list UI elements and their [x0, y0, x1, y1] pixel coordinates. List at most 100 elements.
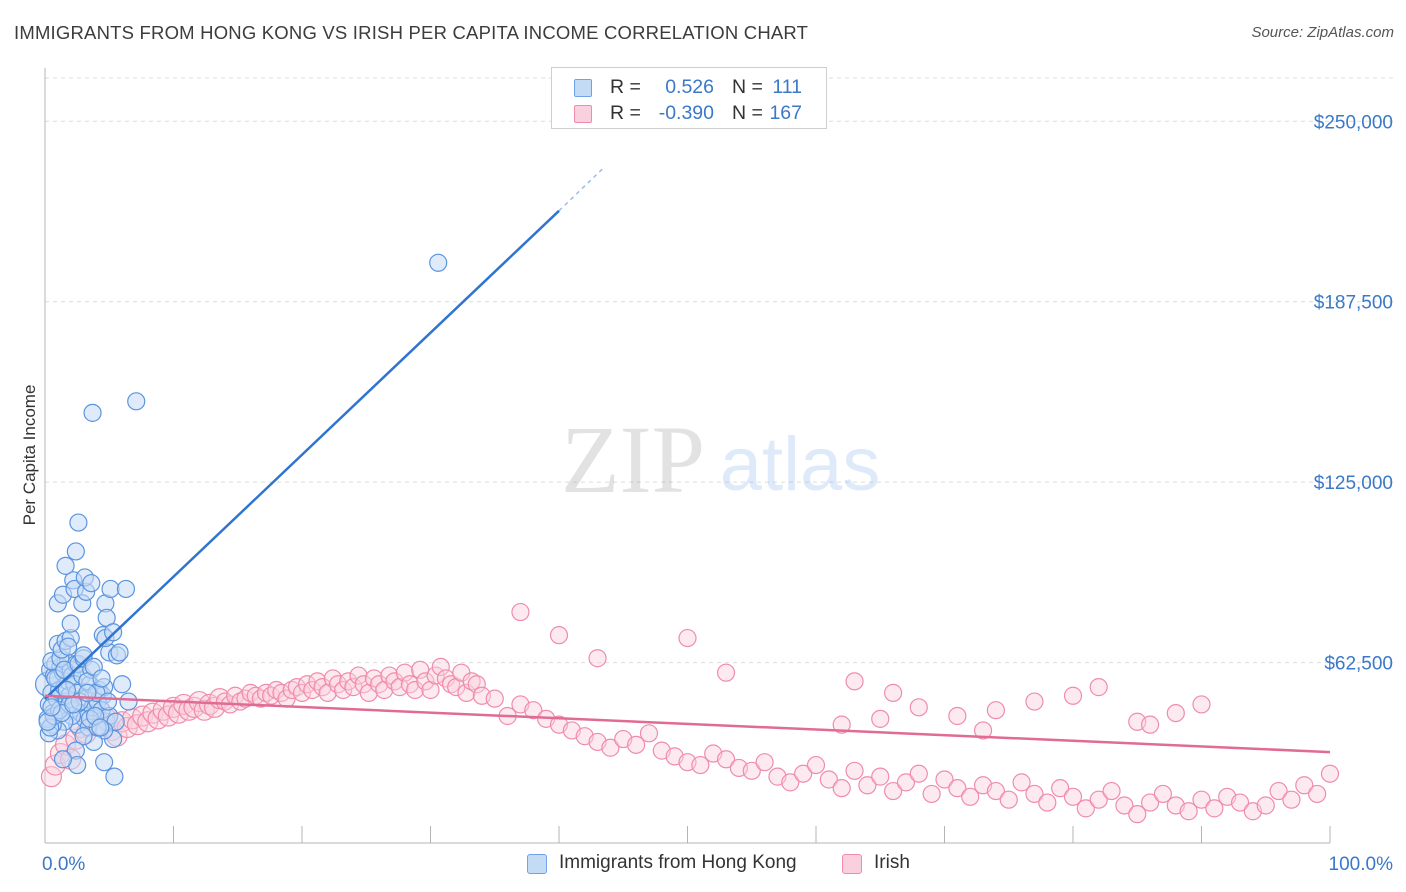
hong-kong-point [83, 403, 102, 422]
irish-point [236, 689, 255, 708]
irish-point [999, 790, 1018, 809]
irish-point [1051, 779, 1070, 798]
irish-point [1192, 790, 1211, 809]
hong-kong-point [61, 614, 80, 633]
irish-point [1205, 799, 1224, 818]
y-tick-label: $125,000 [1314, 473, 1393, 494]
irish-point [1089, 790, 1108, 809]
irish-point [1320, 764, 1340, 783]
bottom-legend-swatch-irish [842, 854, 862, 874]
irish-point [832, 715, 851, 734]
legend-r-label: R = [610, 102, 641, 124]
irish-point [909, 764, 928, 783]
legend-r-label: R = [610, 76, 641, 98]
irish-trend-line [44, 694, 1331, 754]
y-tick-label: $250,000 [1314, 112, 1393, 133]
irish-point [364, 669, 384, 688]
irish-point [601, 738, 620, 757]
y-tick-label: $62,500 [1324, 654, 1393, 675]
irish-point [390, 678, 409, 697]
hong-kong-point [95, 753, 114, 772]
irish-point [1308, 784, 1327, 804]
irish-point [845, 761, 864, 780]
irish-point [1063, 686, 1083, 705]
source-label: Source: ZipAtlas.com [1251, 24, 1394, 41]
x-tick-labels: 0.0% 100.0% [42, 854, 1393, 875]
irish-point [871, 767, 890, 786]
irish-point [1115, 796, 1134, 815]
irish-point [323, 669, 342, 688]
irish-point [251, 689, 270, 708]
irish-point [1295, 776, 1314, 795]
irish-point [819, 770, 838, 789]
watermark-zip: ZIP [561, 406, 705, 513]
irish-point [922, 784, 941, 804]
irish-point [588, 649, 607, 668]
irish-point [806, 755, 826, 775]
irish-point [973, 721, 993, 740]
hong-kong-point [66, 542, 85, 561]
irish-point [1179, 802, 1198, 821]
bottom-legend-label-hong-kong: Immigrants from Hong Kong [559, 852, 797, 873]
legend-r-value: -0.390 [658, 102, 714, 124]
legend-swatch-hong-kong [574, 79, 592, 97]
irish-point [781, 773, 800, 792]
irish-point [845, 672, 864, 691]
irish-point [303, 680, 322, 700]
irish-point [794, 764, 813, 783]
irish-point [1282, 790, 1301, 809]
irish-point [1012, 773, 1031, 792]
axes [44, 68, 1331, 844]
irish-point [462, 672, 481, 691]
y-tick-label: $187,500 [1314, 293, 1393, 314]
irish-point [298, 675, 317, 694]
irish-point [334, 680, 353, 700]
hong-kong-point [74, 727, 93, 746]
irish-point [262, 686, 281, 705]
irish-point [742, 761, 761, 780]
irish-point [292, 683, 312, 702]
irish-point [1089, 678, 1108, 697]
irish-point [909, 698, 928, 717]
legend-n-value: 111 [772, 76, 802, 98]
hong-kong-point [92, 669, 111, 688]
legend-r-value: 0.526 [665, 76, 714, 98]
irish-points [40, 602, 1340, 824]
irish-point [832, 779, 851, 798]
bottom-legend-label-irish: Irish [874, 852, 910, 873]
irish-point [883, 781, 903, 801]
irish-point [883, 683, 903, 702]
irish-point [858, 776, 877, 795]
irish-point [948, 779, 967, 798]
irish-point [716, 663, 736, 682]
grid-lines [45, 77, 1395, 664]
hong-kong-point [56, 556, 75, 575]
irish-point [1038, 793, 1057, 812]
irish-point [524, 701, 543, 720]
legend-n-value: 167 [769, 102, 802, 124]
hong-kong-trend-extension [558, 166, 605, 212]
irish-point [1025, 692, 1044, 711]
irish-point [871, 709, 890, 728]
legend: R = 0.526 N = 111 R = -0.390 N = 167 [551, 67, 827, 129]
irish-point [426, 666, 445, 685]
hong-kong-point [127, 392, 146, 411]
y-tick-labels: $62,500 $125,000 $187,500 $250,000 [1314, 112, 1393, 674]
irish-point [308, 672, 327, 691]
irish-point [328, 675, 348, 694]
bottom-legend-swatch-hong-kong [527, 854, 547, 874]
irish-point [1102, 781, 1121, 801]
irish-point [421, 680, 440, 700]
irish-point [241, 683, 260, 702]
irish-point [416, 672, 435, 691]
irish-point [896, 773, 916, 792]
irish-point [1076, 799, 1095, 818]
irish-point [349, 666, 368, 685]
hong-kong-point [91, 718, 110, 737]
irish-point [678, 628, 697, 648]
irish-point [626, 735, 646, 754]
hong-kong-point [82, 574, 101, 593]
hong-kong-point [429, 253, 448, 272]
irish-point [1166, 703, 1185, 723]
